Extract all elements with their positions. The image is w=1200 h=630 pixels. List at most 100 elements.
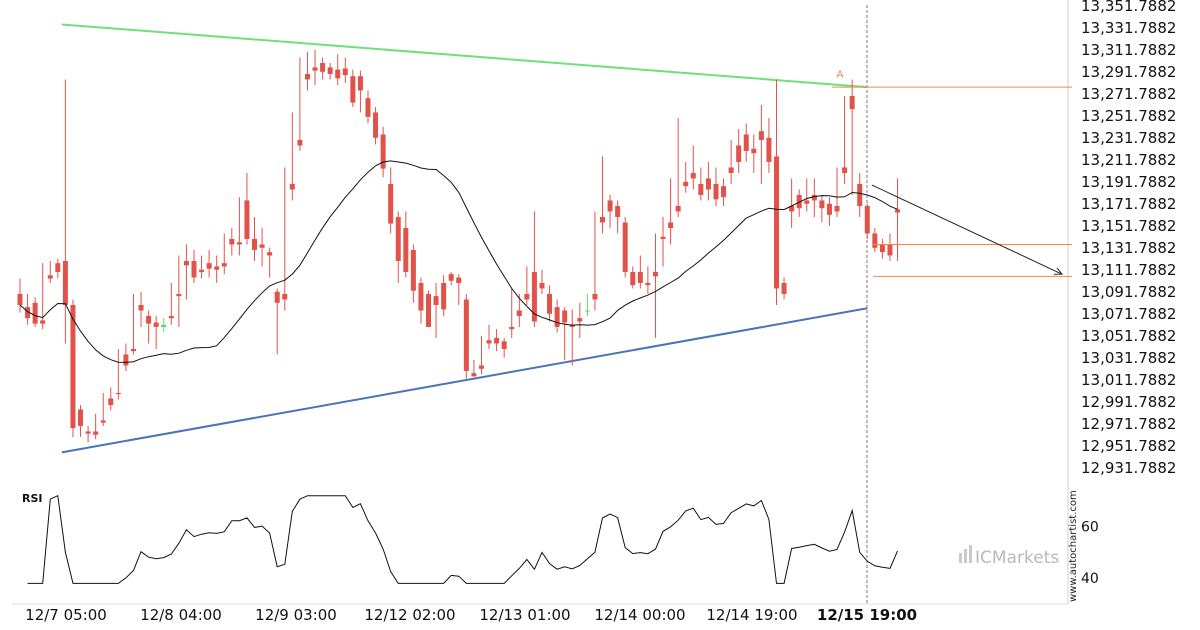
- y-tick-label: 13,311.7882: [1081, 41, 1176, 59]
- candle-body: [259, 244, 265, 248]
- candle-body: [690, 172, 696, 179]
- candle-body: [705, 178, 711, 190]
- candle-body: [282, 293, 288, 300]
- candle-body: [153, 322, 159, 327]
- candle-body: [486, 340, 492, 344]
- candle-body: [85, 431, 91, 434]
- candle-body: [524, 293, 530, 300]
- projection-arrow: [871, 184, 1063, 275]
- candle-body: [554, 307, 560, 327]
- candle-body: [547, 293, 553, 314]
- candle-body: [887, 244, 893, 256]
- y-tick-label: 13,231.7882: [1081, 129, 1176, 147]
- candle-body: [539, 282, 545, 289]
- candle-body: [895, 209, 901, 213]
- candle-body: [463, 299, 469, 371]
- y-tick-label: 13,111.7882: [1081, 261, 1176, 279]
- candle-body: [516, 310, 522, 316]
- candle-body: [191, 260, 197, 278]
- candle-body: [176, 293, 182, 297]
- x-tick-label: 12/7 05:00: [25, 606, 107, 624]
- candle-body: [531, 271, 537, 322]
- candle-body: [206, 263, 212, 269]
- candle-body: [675, 205, 681, 212]
- y-tick-label: 13,191.7882: [1081, 173, 1176, 191]
- candle-body: [130, 348, 136, 352]
- candle-body: [100, 420, 106, 423]
- y-tick-label: 12,991.7882: [1081, 393, 1176, 411]
- y-tick-label: 13,051.7882: [1081, 327, 1176, 345]
- x-tick-label: 12/14 19:00: [706, 606, 797, 624]
- candle-body: [350, 76, 356, 103]
- candle-body: [335, 69, 341, 79]
- grid: [12, 0, 1069, 605]
- candle-body: [304, 73, 310, 80]
- candle-body: [834, 205, 840, 212]
- candle-body: [161, 324, 167, 327]
- candle-body: [236, 242, 242, 245]
- candle-body: [721, 186, 727, 198]
- candle-body: [774, 156, 779, 289]
- projection-arrow-head: [1053, 267, 1064, 275]
- y-tick-label: 13,151.7882: [1081, 217, 1176, 235]
- moving-average-line: [19, 160, 898, 363]
- candle-body: [395, 216, 401, 261]
- candle-body: [652, 271, 658, 277]
- candle-body: [32, 302, 38, 324]
- x-tick-label: 12/15 19:00: [817, 606, 917, 624]
- candle-body: [244, 200, 250, 239]
- candles: [17, 49, 901, 443]
- candle-body: [622, 222, 628, 272]
- candle-body: [146, 315, 152, 324]
- pattern-annotations: A: [832, 69, 1072, 277]
- candle-body: [17, 293, 23, 305]
- candle-body: [796, 194, 802, 209]
- candle-body: [660, 236, 666, 239]
- y-tick-label: 13,351.7882: [1081, 0, 1176, 15]
- support-line: [61, 307, 868, 454]
- candle-body: [221, 263, 227, 267]
- candle-body: [267, 252, 273, 256]
- candle-body: [357, 76, 363, 91]
- y-tick-label: 13,271.7882: [1081, 85, 1176, 103]
- rsi-tick-label: 40: [1081, 571, 1099, 587]
- y-tick-label: 13,211.7882: [1081, 151, 1176, 169]
- candle-body: [138, 304, 144, 311]
- candle-body: [501, 341, 507, 349]
- candle-body: [857, 183, 863, 206]
- brand-name: ICMarkets: [975, 548, 1059, 568]
- candle-body: [312, 67, 318, 71]
- y-tick-label: 12,951.7882: [1081, 437, 1176, 455]
- candle-body: [168, 315, 174, 319]
- y-tick-label: 13,331.7882: [1081, 19, 1176, 37]
- watermark-text: www.autochartist.com: [1068, 490, 1079, 602]
- candle-body: [751, 148, 757, 154]
- candle-body: [252, 238, 258, 250]
- candle-body: [289, 183, 295, 190]
- candle-body: [229, 238, 235, 245]
- candle-body: [115, 392, 121, 395]
- candle-body: [584, 310, 590, 312]
- resistance-line: [61, 23, 868, 89]
- candle-body: [214, 266, 220, 270]
- candle-body: [592, 293, 598, 300]
- candle-body: [62, 260, 68, 305]
- candle-body: [183, 260, 189, 266]
- candle-body: [426, 293, 432, 327]
- candle-body: [766, 137, 772, 162]
- pattern-point-label: A: [837, 69, 844, 80]
- candle-body: [342, 68, 348, 76]
- candle-body: [569, 324, 575, 327]
- candle-body: [380, 134, 386, 169]
- candle-body: [320, 62, 326, 72]
- candle-body: [819, 200, 825, 209]
- y-tick-label: 13,291.7882: [1081, 63, 1176, 81]
- y-tick-label: 13,071.7882: [1081, 305, 1176, 323]
- candle-body: [668, 222, 674, 228]
- y-axis: 13,351.7882 13,331.7882 13,311.7882 13,291.…: [1081, 0, 1176, 477]
- x-axis: 12/7 05:00 12/8 04:00 12/9 03:00 12/12 02:0…: [25, 606, 917, 624]
- trendlines: [61, 23, 868, 454]
- candle-body: [471, 373, 477, 377]
- rsi-title: RSI: [22, 492, 43, 505]
